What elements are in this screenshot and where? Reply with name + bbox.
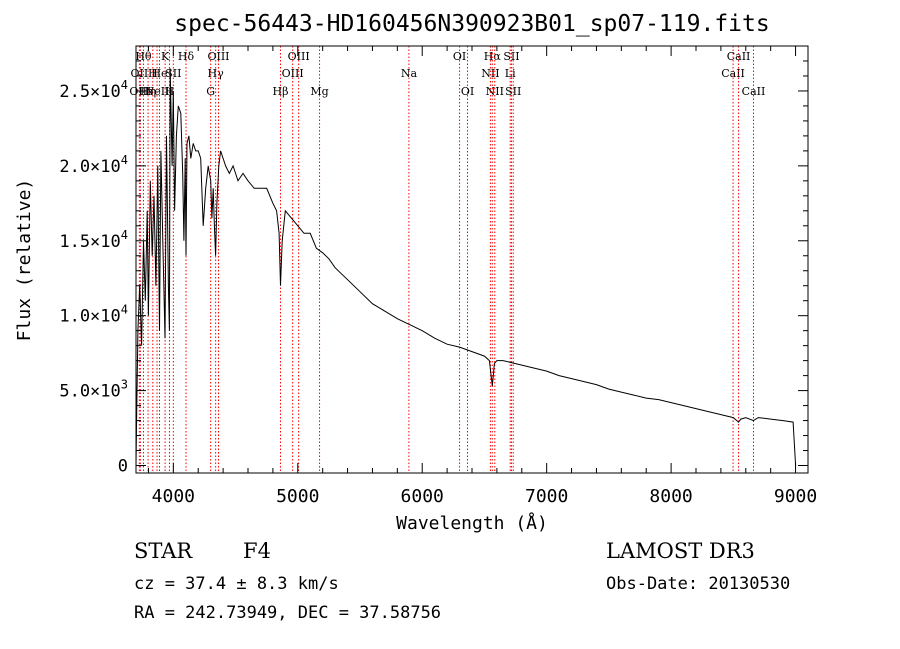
- x-tick-label: 9000: [774, 486, 817, 507]
- spectral-line-label: K: [161, 50, 170, 63]
- y-tick-label: 0: [118, 457, 128, 477]
- spectral-line-label: Na: [401, 67, 418, 80]
- ra-dec-coordinates: RA = 242.73949, DEC = 37.58756: [134, 603, 442, 623]
- spectral-line-label: He: [151, 67, 167, 80]
- y-axis-label: Flux (relative): [14, 179, 35, 342]
- x-axis: 4000 5000 6000 7000 8000 9000: [147, 46, 817, 507]
- spectral-line-label: NeII: [145, 85, 170, 98]
- object-type: STAR: [134, 539, 193, 563]
- spectral-line-label: Hα: [484, 50, 502, 63]
- spectral-line-label: SII: [503, 50, 519, 63]
- spectrum-line: [135, 68, 797, 466]
- x-axis-label: Wavelength (Å): [396, 512, 548, 534]
- y-tick-label: 5.0×103: [59, 378, 128, 402]
- spectral-line-label: Hβ: [273, 85, 289, 98]
- x-tick-label: 6000: [401, 486, 444, 507]
- spectral-line-label: CaII: [742, 85, 766, 98]
- spectral-line-label: OIII: [282, 67, 304, 80]
- x-tick-label: 7000: [525, 486, 568, 507]
- spectral-line-label: Hδ: [178, 50, 195, 63]
- spectral-line-label: OI: [461, 85, 474, 98]
- spectral-line-label: OI: [453, 50, 466, 63]
- y-tick-label: 1.0×104: [59, 303, 128, 327]
- chart-title: spec-56443-HD160456N390923B01_sp07-119.f…: [174, 11, 769, 37]
- y-axis: 0 5.0×103 1.0×104 1.5×104 2.0×104 2.5×104: [59, 60, 808, 477]
- spectral-line-label: OIII: [288, 50, 310, 63]
- spectral-line-label: Mg: [310, 85, 328, 98]
- spectral-line-label: CaII: [727, 50, 751, 63]
- observation-date: Obs-Date: 20130530: [606, 574, 791, 594]
- y-tick-label: 1.5×104: [59, 228, 128, 252]
- spectral-line-label: Li: [505, 67, 516, 80]
- plot-frame: [135, 45, 809, 474]
- spectral-line-label: OIII: [129, 85, 151, 98]
- spectral-line-markers: OIIOIIIHθHηHNeIIHeKHSIIHδGHγOIIIHβOIIIOI…: [129, 46, 765, 473]
- x-tick-label: 5000: [276, 486, 319, 507]
- spectral-line-label: NII: [481, 67, 499, 80]
- spectral-line-label: CaII: [721, 67, 745, 80]
- spectral-line-label: SII: [165, 67, 181, 80]
- y-tick-label: 2.0×104: [59, 153, 128, 177]
- spectral-line-label: NII: [486, 85, 504, 98]
- x-tick-label: 4000: [152, 486, 195, 507]
- spectral-line-label: OII: [131, 67, 149, 80]
- spectral-line-label: H: [148, 67, 158, 80]
- survey-name: LAMOST DR3: [606, 539, 755, 563]
- y-tick-label: 2.5×104: [59, 78, 128, 102]
- x-tick-label: 8000: [649, 486, 692, 507]
- spectral-line-label: SII: [505, 85, 521, 98]
- spectral-line-label: Hη: [140, 85, 156, 98]
- redshift-cz: cz = 37.4 ± 8.3 km/s: [134, 574, 339, 594]
- spectral-class: F4: [243, 539, 271, 563]
- spectral-line-label: H: [165, 85, 175, 98]
- spectral-line-label: Hγ: [208, 67, 225, 80]
- spectral-line-label: OIII: [207, 50, 229, 63]
- spectrum-chart: spec-56443-HD160456N390923B01_sp07-119.f…: [14, 11, 817, 534]
- spectral-line-label: G: [206, 85, 215, 98]
